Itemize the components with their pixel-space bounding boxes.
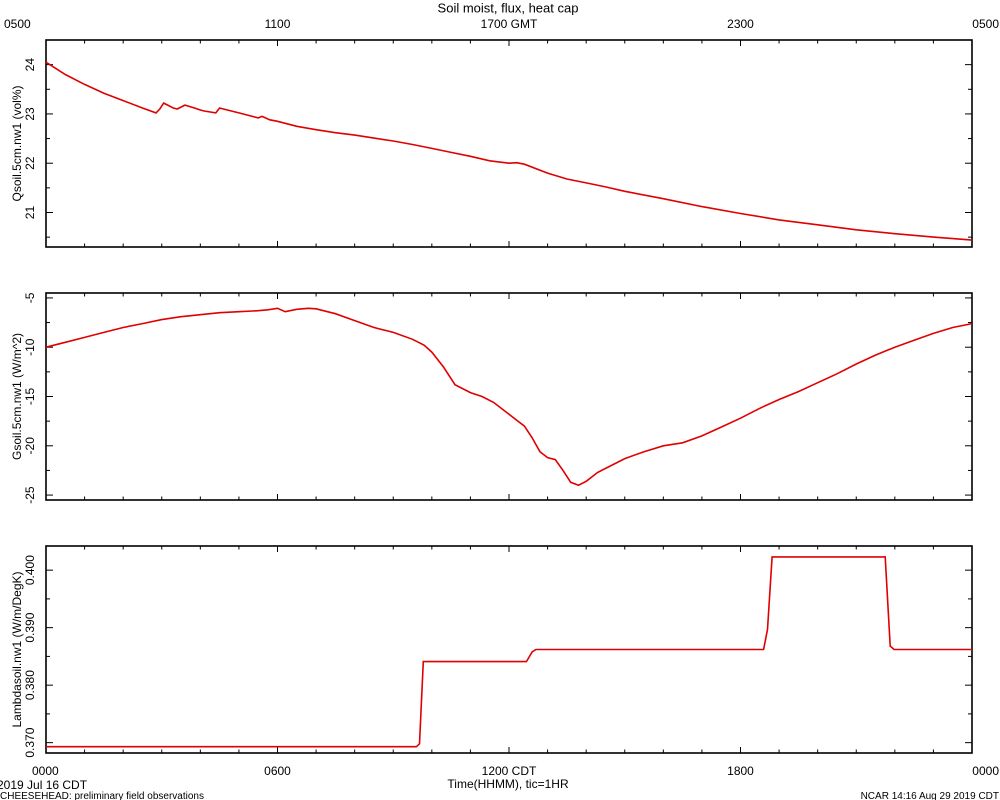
y-tick-label: -20 <box>23 437 37 455</box>
panel-frame <box>45 292 973 501</box>
y-tick-label: 0.370 <box>23 727 37 757</box>
y-tick-label: -10 <box>23 338 37 356</box>
panel-2: -25 -20 -15 -10 -5 Gsoil.5cm.nw1 (W/m^2) <box>10 292 973 504</box>
series-line <box>46 556 972 748</box>
y-tick-label: 23 <box>23 107 37 121</box>
y-tick-label: 22 <box>23 156 37 170</box>
chart-panels: 21 22 23 24 Qsoil.5cm.nw1 (vol%) -25 -20 -15 -10… <box>10 39 973 758</box>
y-axis-label: Gsoil.5cm.nw1 (W/m^2) <box>10 333 24 460</box>
top-tick-label: 2300 <box>727 17 754 31</box>
footer-date: 2019 Jul 16 CDT <box>0 778 88 792</box>
y-tick-label: 24 <box>23 58 37 72</box>
panel-1: 21 22 23 24 Qsoil.5cm.nw1 (vol%) <box>10 39 973 248</box>
bottom-tick-label: 0600 <box>264 764 291 778</box>
y-tick-label: -15 <box>23 388 37 406</box>
y-tick-label: 0.380 <box>23 670 37 700</box>
panel-frame <box>45 39 973 248</box>
top-tick-label: 1700 GMT <box>481 17 538 31</box>
y-tick-label: -5 <box>23 292 37 303</box>
series-line <box>45 307 973 487</box>
y-tick-label: 0.400 <box>23 555 37 585</box>
bottom-tick-label: 1800 <box>727 764 754 778</box>
top-tick-label: 1100 <box>265 17 291 31</box>
series-line <box>45 61 973 241</box>
y-tick-label: 21 <box>23 206 37 220</box>
top-tick-label: 0500 <box>4 17 31 31</box>
top-tick-label: 0500 <box>972 17 999 31</box>
footer-project: CHEESEHEAD: preliminary field observatio… <box>0 791 204 800</box>
chart-title: Soil moist, flux, heat cap <box>438 1 579 16</box>
bottom-time-axis: 0000 0600 1200 CDT 1800 0000 <box>32 764 999 778</box>
bottom-tick-label: 0000 <box>32 764 59 778</box>
top-time-axis: 0500 1100 1700 GMT 2300 0500 <box>4 17 999 31</box>
x-axis-label: Time(HHMM), tic=1HR <box>447 777 569 791</box>
panel-frame <box>45 545 973 754</box>
footer-stamp: NCAR 14:16 Aug 29 2019 CDT <box>861 791 999 800</box>
bottom-tick-label: 0000 <box>972 764 999 778</box>
y-tick-label: 0.390 <box>23 612 37 642</box>
y-axis-label: Lambdasoil.nw1 (W/m/DegK) <box>10 571 24 727</box>
bottom-tick-label: 1200 CDT <box>482 764 537 778</box>
y-tick-label: -25 <box>23 486 37 504</box>
y-axis-label: Qsoil.5cm.nw1 (vol%) <box>10 85 24 201</box>
